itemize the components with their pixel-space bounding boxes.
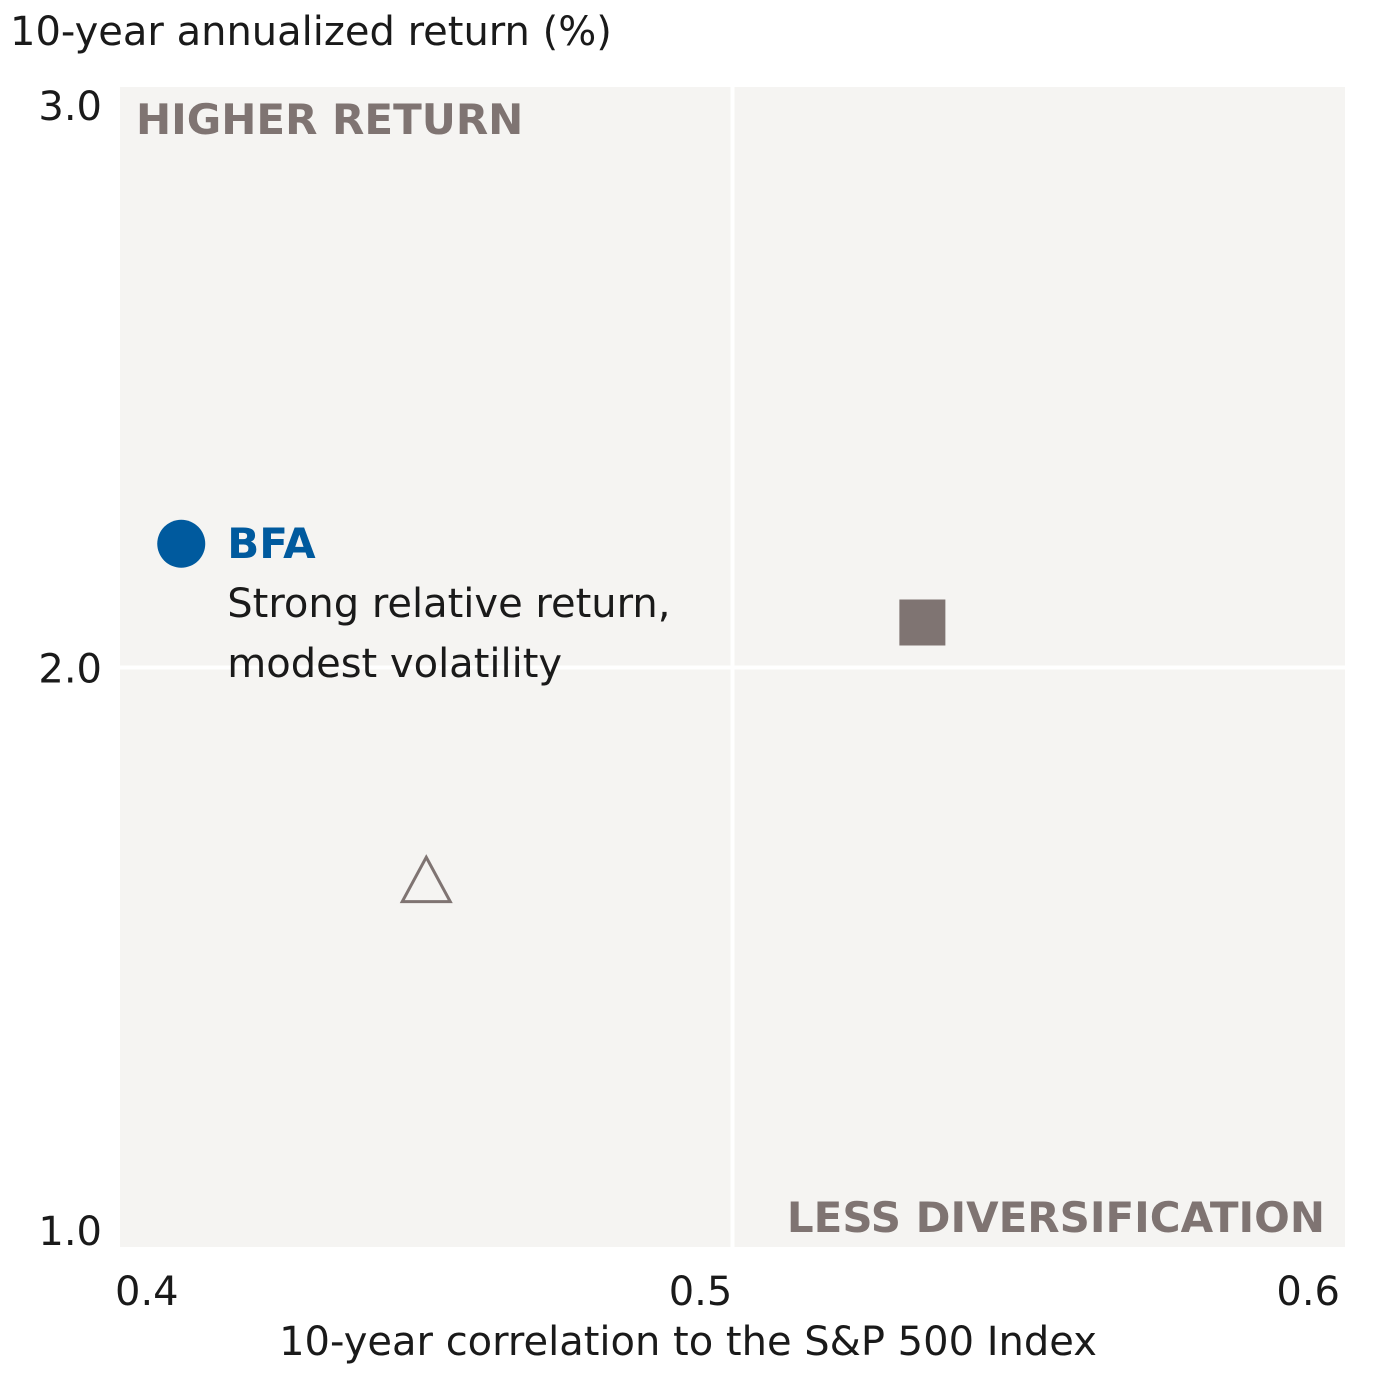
x-axis-title: 10-year correlation to the S&P 500 Index bbox=[279, 1319, 1097, 1365]
data-point-square bbox=[899, 599, 946, 646]
quadrant-label-higher-return: HIGHER RETURN bbox=[136, 95, 523, 144]
bfa-label: BFA bbox=[227, 519, 316, 568]
y-axis-title: 10-year annualized return (%) bbox=[10, 9, 612, 55]
x-tick-label: 0.4 bbox=[115, 1269, 179, 1315]
quadrant-label-less-diversification: LESS DIVERSIFICATION bbox=[787, 1193, 1325, 1242]
x-tick-label: 0.5 bbox=[669, 1269, 733, 1315]
data-point-circle bbox=[157, 519, 206, 568]
data-points bbox=[157, 519, 946, 904]
y-tick-label: 3.0 bbox=[38, 84, 102, 130]
bfa-note-line-1: Strong relative return, bbox=[227, 581, 670, 627]
y-axis-ticks: 3.0 2.0 1.0 bbox=[38, 84, 102, 1255]
y-tick-label: 1.0 bbox=[38, 1209, 102, 1255]
x-tick-label: 0.6 bbox=[1276, 1269, 1340, 1315]
x-axis-ticks: 0.4 0.5 0.6 bbox=[115, 1269, 1340, 1315]
bfa-note-line-2: modest volatility bbox=[227, 641, 562, 687]
data-point-triangle bbox=[399, 854, 453, 904]
y-tick-label: 2.0 bbox=[38, 647, 102, 693]
